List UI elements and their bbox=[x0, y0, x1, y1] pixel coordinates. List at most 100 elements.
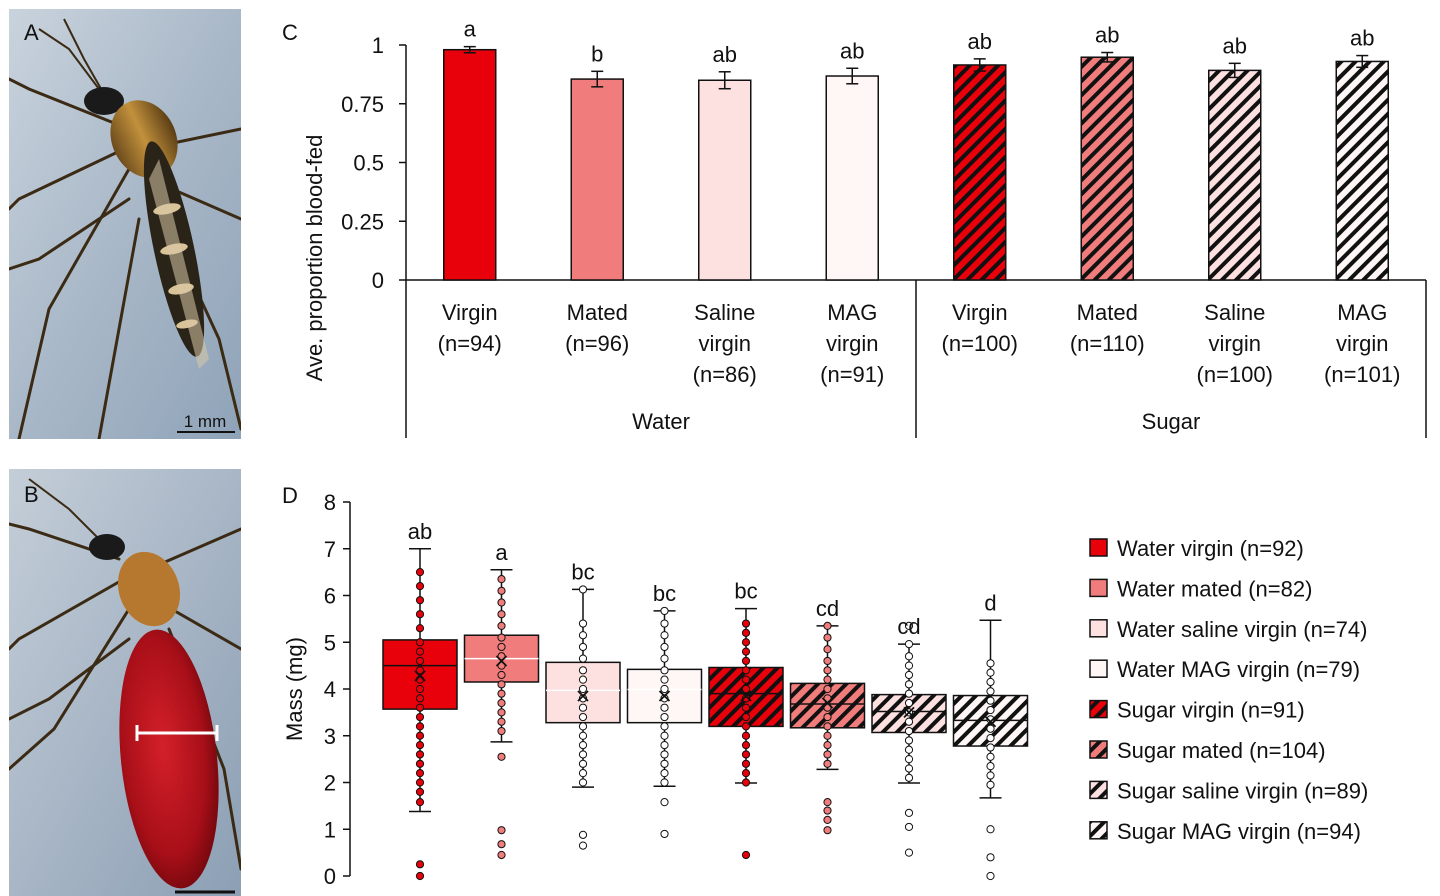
data-point bbox=[578, 741, 588, 750]
data-point bbox=[497, 726, 506, 736]
data-point bbox=[415, 624, 425, 633]
data-point bbox=[415, 666, 425, 675]
y-tick-label: 0.5 bbox=[353, 151, 384, 176]
data-point bbox=[415, 596, 425, 605]
data-point bbox=[904, 822, 914, 832]
data-point bbox=[415, 778, 425, 787]
data-point bbox=[578, 712, 588, 722]
significance-letter: d bbox=[984, 590, 996, 615]
data-point bbox=[497, 850, 506, 860]
legend-label: Water mated (n=82) bbox=[1117, 576, 1312, 601]
box-group: bc bbox=[626, 581, 703, 839]
x-tick-label: (n=110) bbox=[1070, 331, 1145, 356]
bar-chart-proportion-blood-fed: 0 0.25 0.5 0.75 1 Ave. proportion blood-fed a V… bbox=[302, 17, 1427, 438]
data-point bbox=[415, 871, 425, 881]
data-point bbox=[823, 750, 832, 759]
data-point bbox=[823, 675, 832, 684]
bar bbox=[825, 75, 879, 281]
data-point bbox=[823, 712, 832, 722]
data-point bbox=[904, 808, 914, 817]
bar bbox=[953, 64, 1007, 281]
data-point bbox=[578, 769, 588, 778]
legend-swatch bbox=[1089, 538, 1108, 557]
significance-letter: ab bbox=[840, 38, 864, 63]
data-point bbox=[660, 759, 669, 768]
data-point bbox=[660, 731, 669, 740]
significance-letter: b bbox=[591, 41, 603, 66]
y-axis-label: Mass (mg) bbox=[282, 637, 307, 741]
data-point bbox=[578, 654, 588, 663]
data-point bbox=[741, 647, 751, 656]
significance-letter: ab bbox=[1095, 23, 1119, 48]
data-point bbox=[986, 771, 995, 780]
data-point bbox=[904, 726, 914, 736]
significance-letter: cd bbox=[816, 596, 839, 621]
data-point bbox=[823, 684, 832, 694]
data-point bbox=[741, 741, 751, 750]
data-point bbox=[741, 675, 751, 684]
data-point bbox=[741, 769, 751, 778]
group-label: Water bbox=[632, 409, 690, 434]
data-point bbox=[823, 722, 832, 731]
x-tick-label: (n=100) bbox=[1197, 362, 1273, 387]
data-point bbox=[415, 582, 425, 591]
data-point bbox=[497, 633, 506, 642]
data-point bbox=[741, 778, 751, 787]
data-point bbox=[823, 621, 832, 630]
legend-swatch bbox=[1089, 821, 1108, 840]
data-point bbox=[986, 825, 995, 834]
box-plot-mass: 0 1 2 3 4 5 6 7 8 Mass (mg) ab a bc bc bc cd cd d bbox=[282, 490, 1029, 889]
data-point bbox=[415, 568, 425, 577]
data-point bbox=[497, 680, 506, 689]
significance-letter: cd bbox=[897, 614, 920, 639]
data-point bbox=[578, 703, 588, 712]
data-point bbox=[415, 656, 425, 666]
x-tick-label: MAG bbox=[1337, 300, 1387, 325]
data-point bbox=[986, 780, 995, 789]
mean-marker bbox=[577, 690, 589, 702]
y-axis-label: Ave. proportion blood-fed bbox=[302, 135, 327, 382]
box-group: bc bbox=[708, 579, 784, 860]
x-tick-label: Mated bbox=[567, 300, 628, 325]
legend-swatch bbox=[1089, 699, 1108, 719]
data-point bbox=[660, 750, 669, 759]
data-point bbox=[986, 687, 995, 696]
significance-letter: a bbox=[464, 17, 477, 42]
data-point bbox=[904, 621, 914, 630]
x-tick-label: (n=101) bbox=[1324, 362, 1400, 387]
mosquito-illustration-unfed: 1 mm bbox=[9, 9, 241, 439]
box-group: bc bbox=[545, 559, 621, 850]
legend-label: Sugar mated (n=104) bbox=[1117, 738, 1326, 763]
data-point bbox=[823, 731, 832, 740]
data-point bbox=[497, 826, 506, 835]
data-point bbox=[415, 798, 425, 807]
data-point bbox=[415, 759, 425, 768]
data-point bbox=[660, 684, 669, 694]
data-point bbox=[741, 703, 751, 712]
data-point bbox=[415, 750, 425, 759]
data-point bbox=[497, 575, 506, 584]
x-tick-label: (n=91) bbox=[820, 362, 884, 387]
data-point bbox=[578, 722, 588, 731]
data-point bbox=[904, 717, 914, 726]
data-point bbox=[660, 712, 669, 722]
significance-letter: bc bbox=[653, 581, 676, 606]
data-point bbox=[741, 619, 751, 628]
mosquito-illustration-blood-fed bbox=[9, 469, 241, 896]
data-point bbox=[823, 645, 832, 654]
legend-swatch bbox=[1089, 780, 1108, 800]
data-point bbox=[660, 666, 669, 675]
data-point bbox=[823, 826, 832, 835]
data-point bbox=[578, 675, 588, 684]
data-point bbox=[823, 666, 832, 675]
data-point bbox=[741, 759, 751, 768]
data-point bbox=[415, 610, 425, 619]
data-point bbox=[497, 621, 506, 630]
data-point bbox=[497, 840, 506, 849]
data-point bbox=[660, 619, 669, 628]
mean-marker bbox=[495, 655, 508, 667]
data-point bbox=[986, 668, 995, 677]
data-point bbox=[741, 656, 751, 666]
legend-swatch bbox=[1089, 578, 1108, 598]
